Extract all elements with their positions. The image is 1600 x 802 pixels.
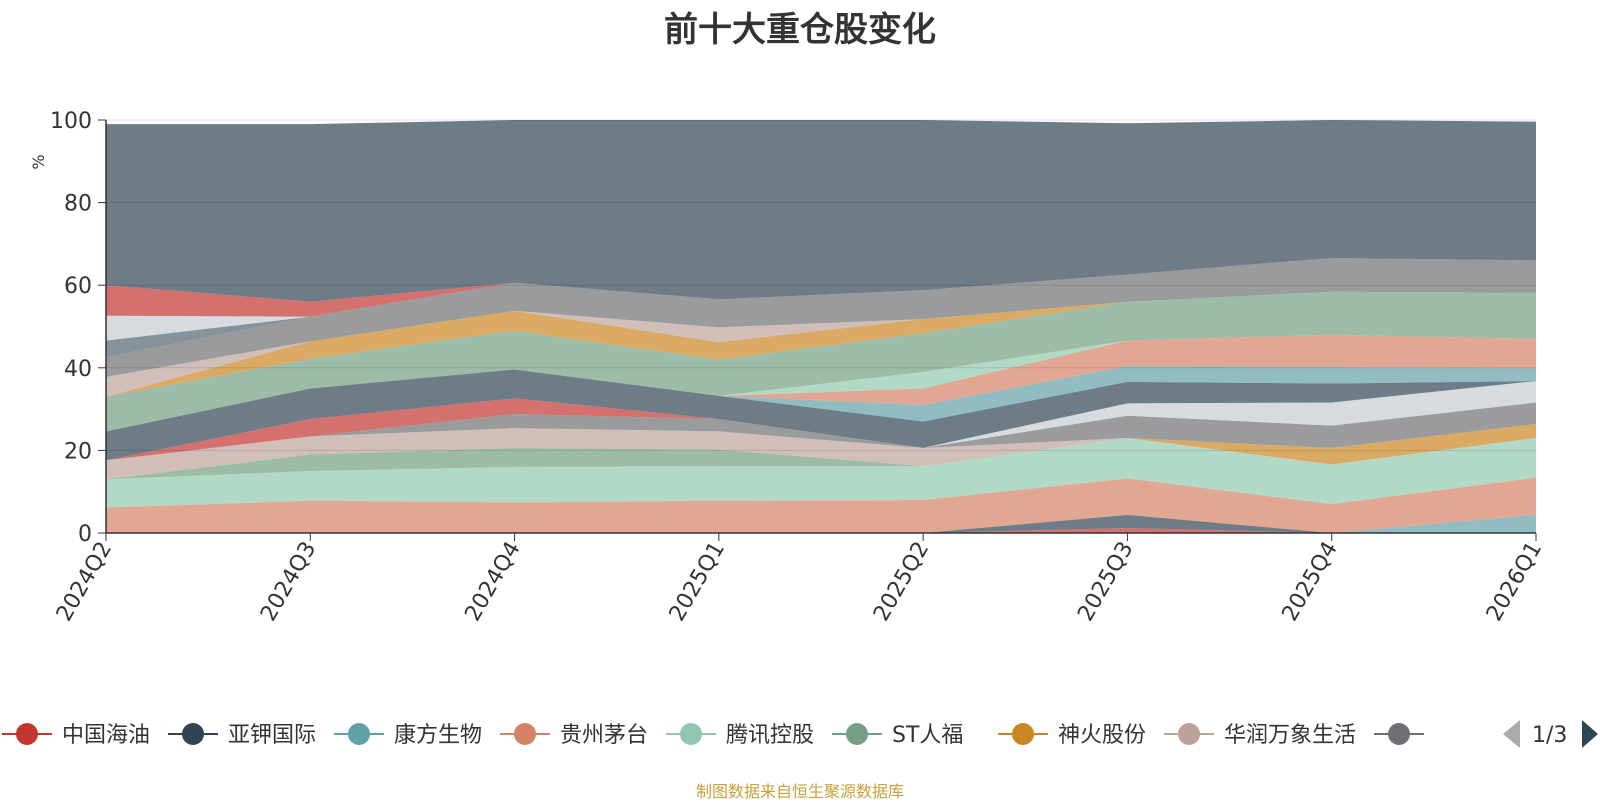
y-tick-label: 80 bbox=[64, 192, 92, 217]
y-tick-label: 60 bbox=[64, 274, 92, 299]
legend-marker-icon bbox=[514, 723, 536, 745]
y-axis-unit-label: % bbox=[29, 154, 48, 169]
legend-marker-icon bbox=[1012, 723, 1034, 745]
area-series-4 bbox=[106, 438, 1536, 508]
x-tick-label: 2025Q3 bbox=[1073, 538, 1138, 626]
area-series-11 bbox=[106, 381, 1536, 461]
y-tick-label: 0 bbox=[78, 522, 92, 547]
x-tick-label: 2026Q1 bbox=[1482, 538, 1547, 626]
area-series-5 bbox=[106, 438, 1536, 480]
area-series-22 bbox=[106, 257, 1536, 317]
area-series-12 bbox=[106, 369, 1536, 461]
legend-marker-icon bbox=[1178, 723, 1200, 745]
area-series-3 bbox=[106, 477, 1536, 533]
x-tick-label: 2025Q2 bbox=[869, 538, 934, 626]
triangle-right-icon[interactable] bbox=[1582, 720, 1598, 748]
triangle-left-icon[interactable] bbox=[1503, 720, 1520, 748]
legend-marker-icon bbox=[348, 723, 370, 745]
area-series-7 bbox=[106, 423, 1536, 480]
legend-label: 康方生物 bbox=[394, 723, 482, 748]
legend-marker-icon bbox=[846, 723, 868, 745]
legend-label: 贵州茅台 bbox=[560, 723, 648, 748]
x-tick-label: 2024Q3 bbox=[256, 538, 321, 626]
area-series-19 bbox=[106, 257, 1536, 377]
legend-item-4[interactable]: 腾讯控股 bbox=[666, 723, 814, 748]
x-tick-label: 2024Q2 bbox=[52, 538, 117, 626]
legend-item-6[interactable]: 神火股份 bbox=[998, 723, 1146, 748]
legend-item-5[interactable]: ST人福 bbox=[832, 723, 963, 748]
area-series-13 bbox=[106, 366, 1536, 432]
x-tick-label: 2025Q1 bbox=[665, 538, 730, 626]
area-series-9 bbox=[106, 398, 1536, 461]
legend-label: 神火股份 bbox=[1058, 723, 1146, 748]
y-tick-label: 40 bbox=[64, 357, 92, 382]
area-series-8 bbox=[106, 402, 1536, 461]
area-series-17 bbox=[106, 291, 1536, 397]
legend-label: ST人福 bbox=[892, 723, 963, 748]
legend-item-2[interactable]: 康方生物 bbox=[334, 723, 482, 748]
area-series-1 bbox=[106, 514, 1536, 533]
area-series-6 bbox=[106, 423, 1536, 480]
chart-title: 前十大重仓股变化 bbox=[664, 10, 936, 50]
x-tick-label: 2025Q4 bbox=[1278, 538, 1343, 626]
legend-label: 中国海油 bbox=[62, 723, 150, 748]
source-note: 制图数据来自恒生聚源数据库 bbox=[695, 782, 904, 801]
legend-label: 亚钾国际 bbox=[228, 723, 316, 748]
y-tick-label: 100 bbox=[50, 109, 92, 134]
y-tick-label: 20 bbox=[64, 439, 92, 464]
legend-item-7[interactable]: 华润万象生活 bbox=[1164, 723, 1356, 748]
legend-item-1[interactable]: 亚钾国际 bbox=[168, 723, 316, 748]
legend-marker-icon bbox=[1388, 723, 1410, 745]
legend-marker-icon bbox=[680, 723, 702, 745]
area-series-2 bbox=[106, 514, 1536, 533]
legend-label: 华润万象生活 bbox=[1224, 723, 1356, 748]
legend-page-indicator: 1/3 bbox=[1532, 723, 1567, 748]
x-tick-label: 2024Q4 bbox=[460, 538, 525, 626]
legend: 中国海油 亚钾国际 康方生物 贵州茅台 腾讯控股 ST人福 神火股份 华润万象生活 1/3 bbox=[2, 720, 1598, 748]
legend-item-8[interactable] bbox=[1374, 723, 1424, 745]
areas-layer bbox=[106, 120, 1536, 533]
legend-marker-icon bbox=[182, 723, 204, 745]
legend-item-0[interactable]: 中国海油 bbox=[2, 723, 150, 748]
legend-item-3[interactable]: 贵州茅台 bbox=[500, 723, 648, 748]
area-series-23 bbox=[106, 120, 1536, 302]
area-series-0 bbox=[106, 528, 1536, 533]
area-series-16 bbox=[106, 291, 1536, 432]
legend-label: 腾讯控股 bbox=[726, 723, 814, 748]
area-series-14 bbox=[106, 334, 1536, 432]
legend-marker-icon bbox=[16, 723, 38, 745]
